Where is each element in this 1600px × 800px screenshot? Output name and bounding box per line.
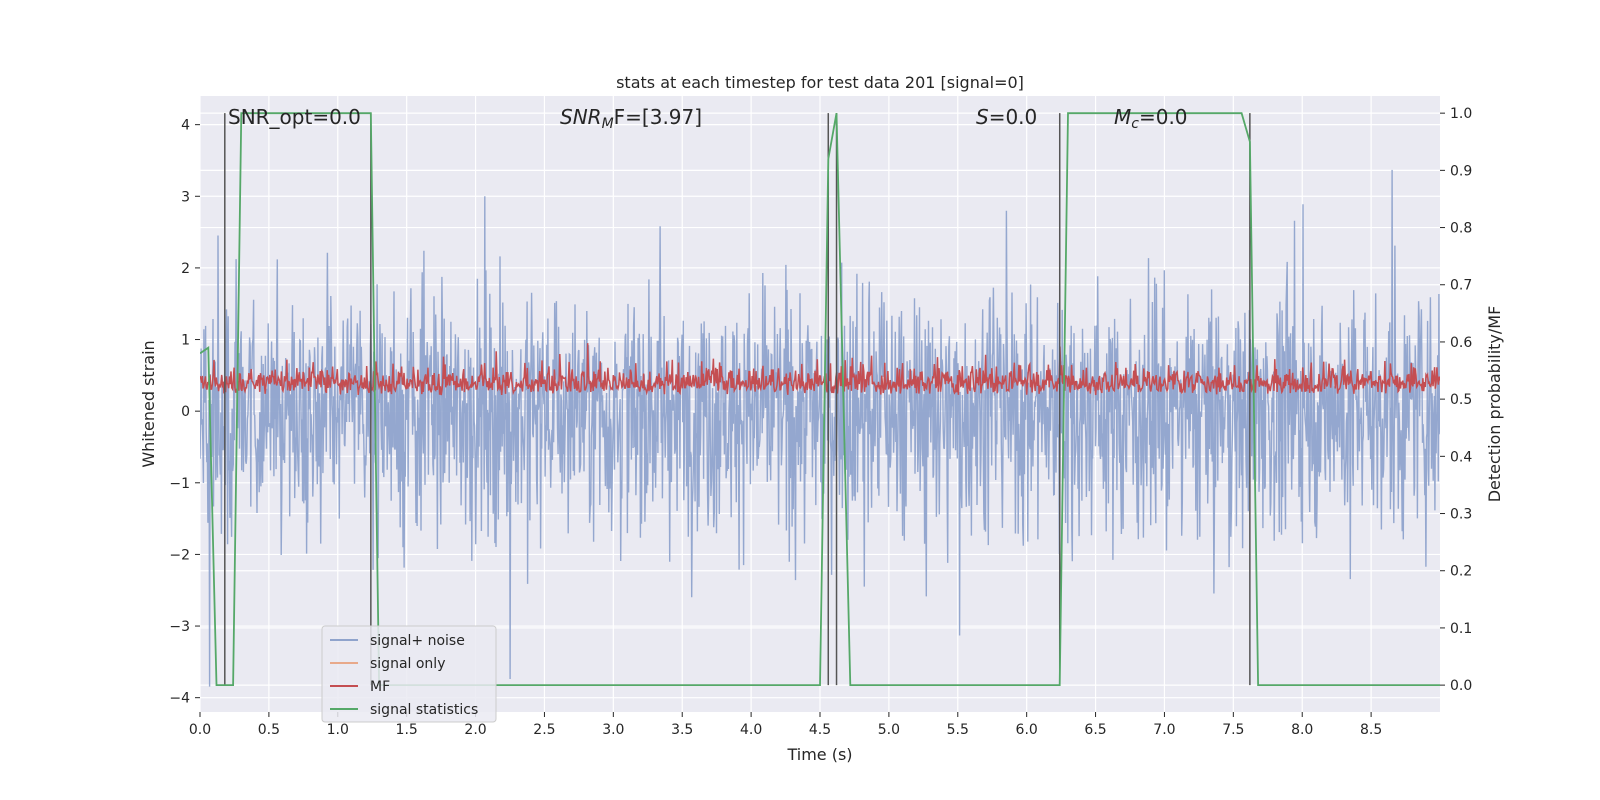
y-right-tick-label: 0.5 — [1450, 392, 1472, 408]
y-right-tick-label: 0.2 — [1450, 564, 1472, 580]
y-right-tick-label: 0.7 — [1450, 278, 1472, 294]
annotation-snr-mf-symbol: SNR — [560, 105, 602, 129]
chart-title: stats at each timestep for test data 201… — [616, 73, 1024, 92]
x-tick-label: 1.0 — [327, 722, 349, 738]
y-axis-right-label: Detection probability/MF — [1485, 306, 1504, 503]
y-right-tick-label: 0.9 — [1450, 163, 1472, 179]
y-right-tick-label: 0.0 — [1450, 678, 1472, 694]
legend: signal+ noise signal only MF signal stat… — [321, 625, 497, 723]
annotation-snr-mf-value: F=[3.97] — [614, 105, 702, 129]
y-right-tick-label: 0.4 — [1450, 449, 1472, 465]
annotation-s: S=0.0 — [976, 105, 1037, 129]
x-tick-label: 0.0 — [189, 722, 211, 738]
x-tick-label: 4.0 — [740, 722, 762, 738]
y-axis-label: Whitened strain — [139, 340, 158, 467]
y-tick-label: 4 — [181, 118, 190, 134]
x-tick-label: 4.5 — [809, 722, 831, 738]
x-tick-label: 0.5 — [258, 722, 280, 738]
y-right-tick-label: 0.8 — [1450, 221, 1472, 237]
y-tick-label: −4 — [169, 691, 190, 707]
annotation-mc-subscript: c — [1131, 116, 1139, 132]
x-axis: 0.0 0.5 1.0 1.5 2.0 2.5 3.0 3.5 4.0 4.5 5.0 5.5 6.0 6… — [189, 712, 1382, 738]
legend-label-signal-only: signal only — [370, 656, 445, 672]
annotation-mc-value: =0.0 — [1139, 105, 1188, 129]
y-tick-label: 2 — [181, 261, 190, 277]
annotation-s-value: =0.0 — [989, 105, 1038, 129]
annotation-mc: Mc=0.0 — [1114, 105, 1188, 132]
x-tick-label: 3.0 — [602, 722, 624, 738]
y-tick-label: −1 — [169, 476, 190, 492]
legend-box — [321, 625, 497, 723]
y-right-tick-label: 0.1 — [1450, 621, 1472, 637]
mf-line — [200, 343, 1440, 396]
y-right-tick-label: 0.6 — [1450, 335, 1472, 351]
legend-label-signal-statistics: signal statistics — [370, 702, 478, 718]
y-tick-label: 1 — [181, 333, 190, 349]
y-tick-label: −3 — [169, 619, 190, 635]
x-tick-label: 8.0 — [1291, 722, 1313, 738]
y-tick-label: −2 — [169, 547, 190, 563]
annotation-snr-opt: SNR_opt=0.0 — [228, 105, 361, 129]
series-mf — [200, 343, 1440, 396]
annotation-snr-mf-subscript: M — [602, 116, 614, 132]
y-right-tick-label: 0.3 — [1450, 507, 1472, 523]
legend-label-signal-noise: signal+ noise — [370, 633, 465, 649]
annotation-snr-mf: SNRMF=[3.97] — [560, 105, 702, 132]
x-tick-label: 1.5 — [396, 722, 418, 738]
y-axis-right: 1.0 0.9 0.8 0.7 0.6 0.5 0.4 0.3 0.2 0.1 0.0 — [1440, 106, 1472, 694]
x-tick-label: 8.5 — [1360, 722, 1382, 738]
x-tick-label: 6.0 — [1016, 722, 1038, 738]
signal-noise-line — [200, 169, 1440, 687]
x-tick-label: 7.0 — [1153, 722, 1175, 738]
y-right-tick-label: 1.0 — [1450, 106, 1472, 122]
series-signal-statistics — [200, 112, 1440, 686]
y-axis-left: 4 3 2 1 0 −1 −2 −3 −4 — [169, 118, 200, 707]
x-tick-label: 5.0 — [878, 722, 900, 738]
x-tick-label: 5.5 — [947, 722, 969, 738]
signal-statistics-line — [200, 112, 1440, 686]
x-tick-label: 3.5 — [671, 722, 693, 738]
annotation-mc-symbol: M — [1114, 105, 1131, 129]
annotation-s-symbol: S — [976, 105, 989, 129]
x-tick-label: 2.0 — [464, 722, 486, 738]
legend-label-mf: MF — [370, 679, 390, 695]
x-axis-label: Time (s) — [786, 745, 852, 764]
y-tick-label: 0 — [181, 404, 190, 420]
y-tick-label: 3 — [181, 189, 190, 205]
x-tick-label: 6.5 — [1084, 722, 1106, 738]
x-tick-label: 7.5 — [1222, 722, 1244, 738]
x-tick-label: 2.5 — [533, 722, 555, 738]
series-signal-noise — [200, 169, 1440, 687]
